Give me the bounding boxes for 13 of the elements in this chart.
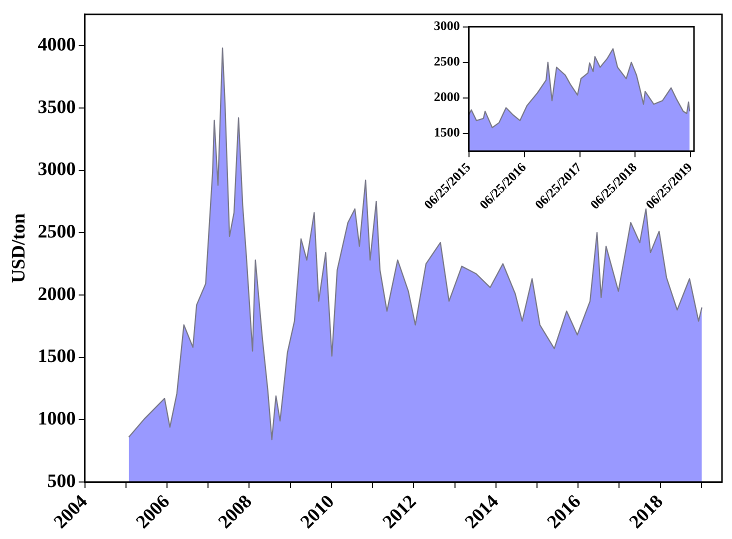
y-tick-label: 1500	[434, 124, 460, 140]
y-tick-label: 2500	[38, 222, 76, 243]
y-axis-title: USD/ton	[8, 212, 30, 284]
y-tick-label: 4000	[38, 34, 76, 56]
y-tick-label: 3000	[38, 159, 76, 180]
y-tick-label: 3000	[434, 18, 460, 34]
y-tick-label: 2500	[434, 54, 460, 69]
y-tick-label: 2000	[434, 89, 460, 104]
y-tick-label: 500	[47, 470, 76, 492]
y-tick-label: 1000	[38, 408, 76, 430]
y-tick-label: 2000	[38, 284, 76, 305]
y-tick-label: 1500	[38, 346, 76, 368]
y-tick-label: 3500	[38, 96, 76, 118]
